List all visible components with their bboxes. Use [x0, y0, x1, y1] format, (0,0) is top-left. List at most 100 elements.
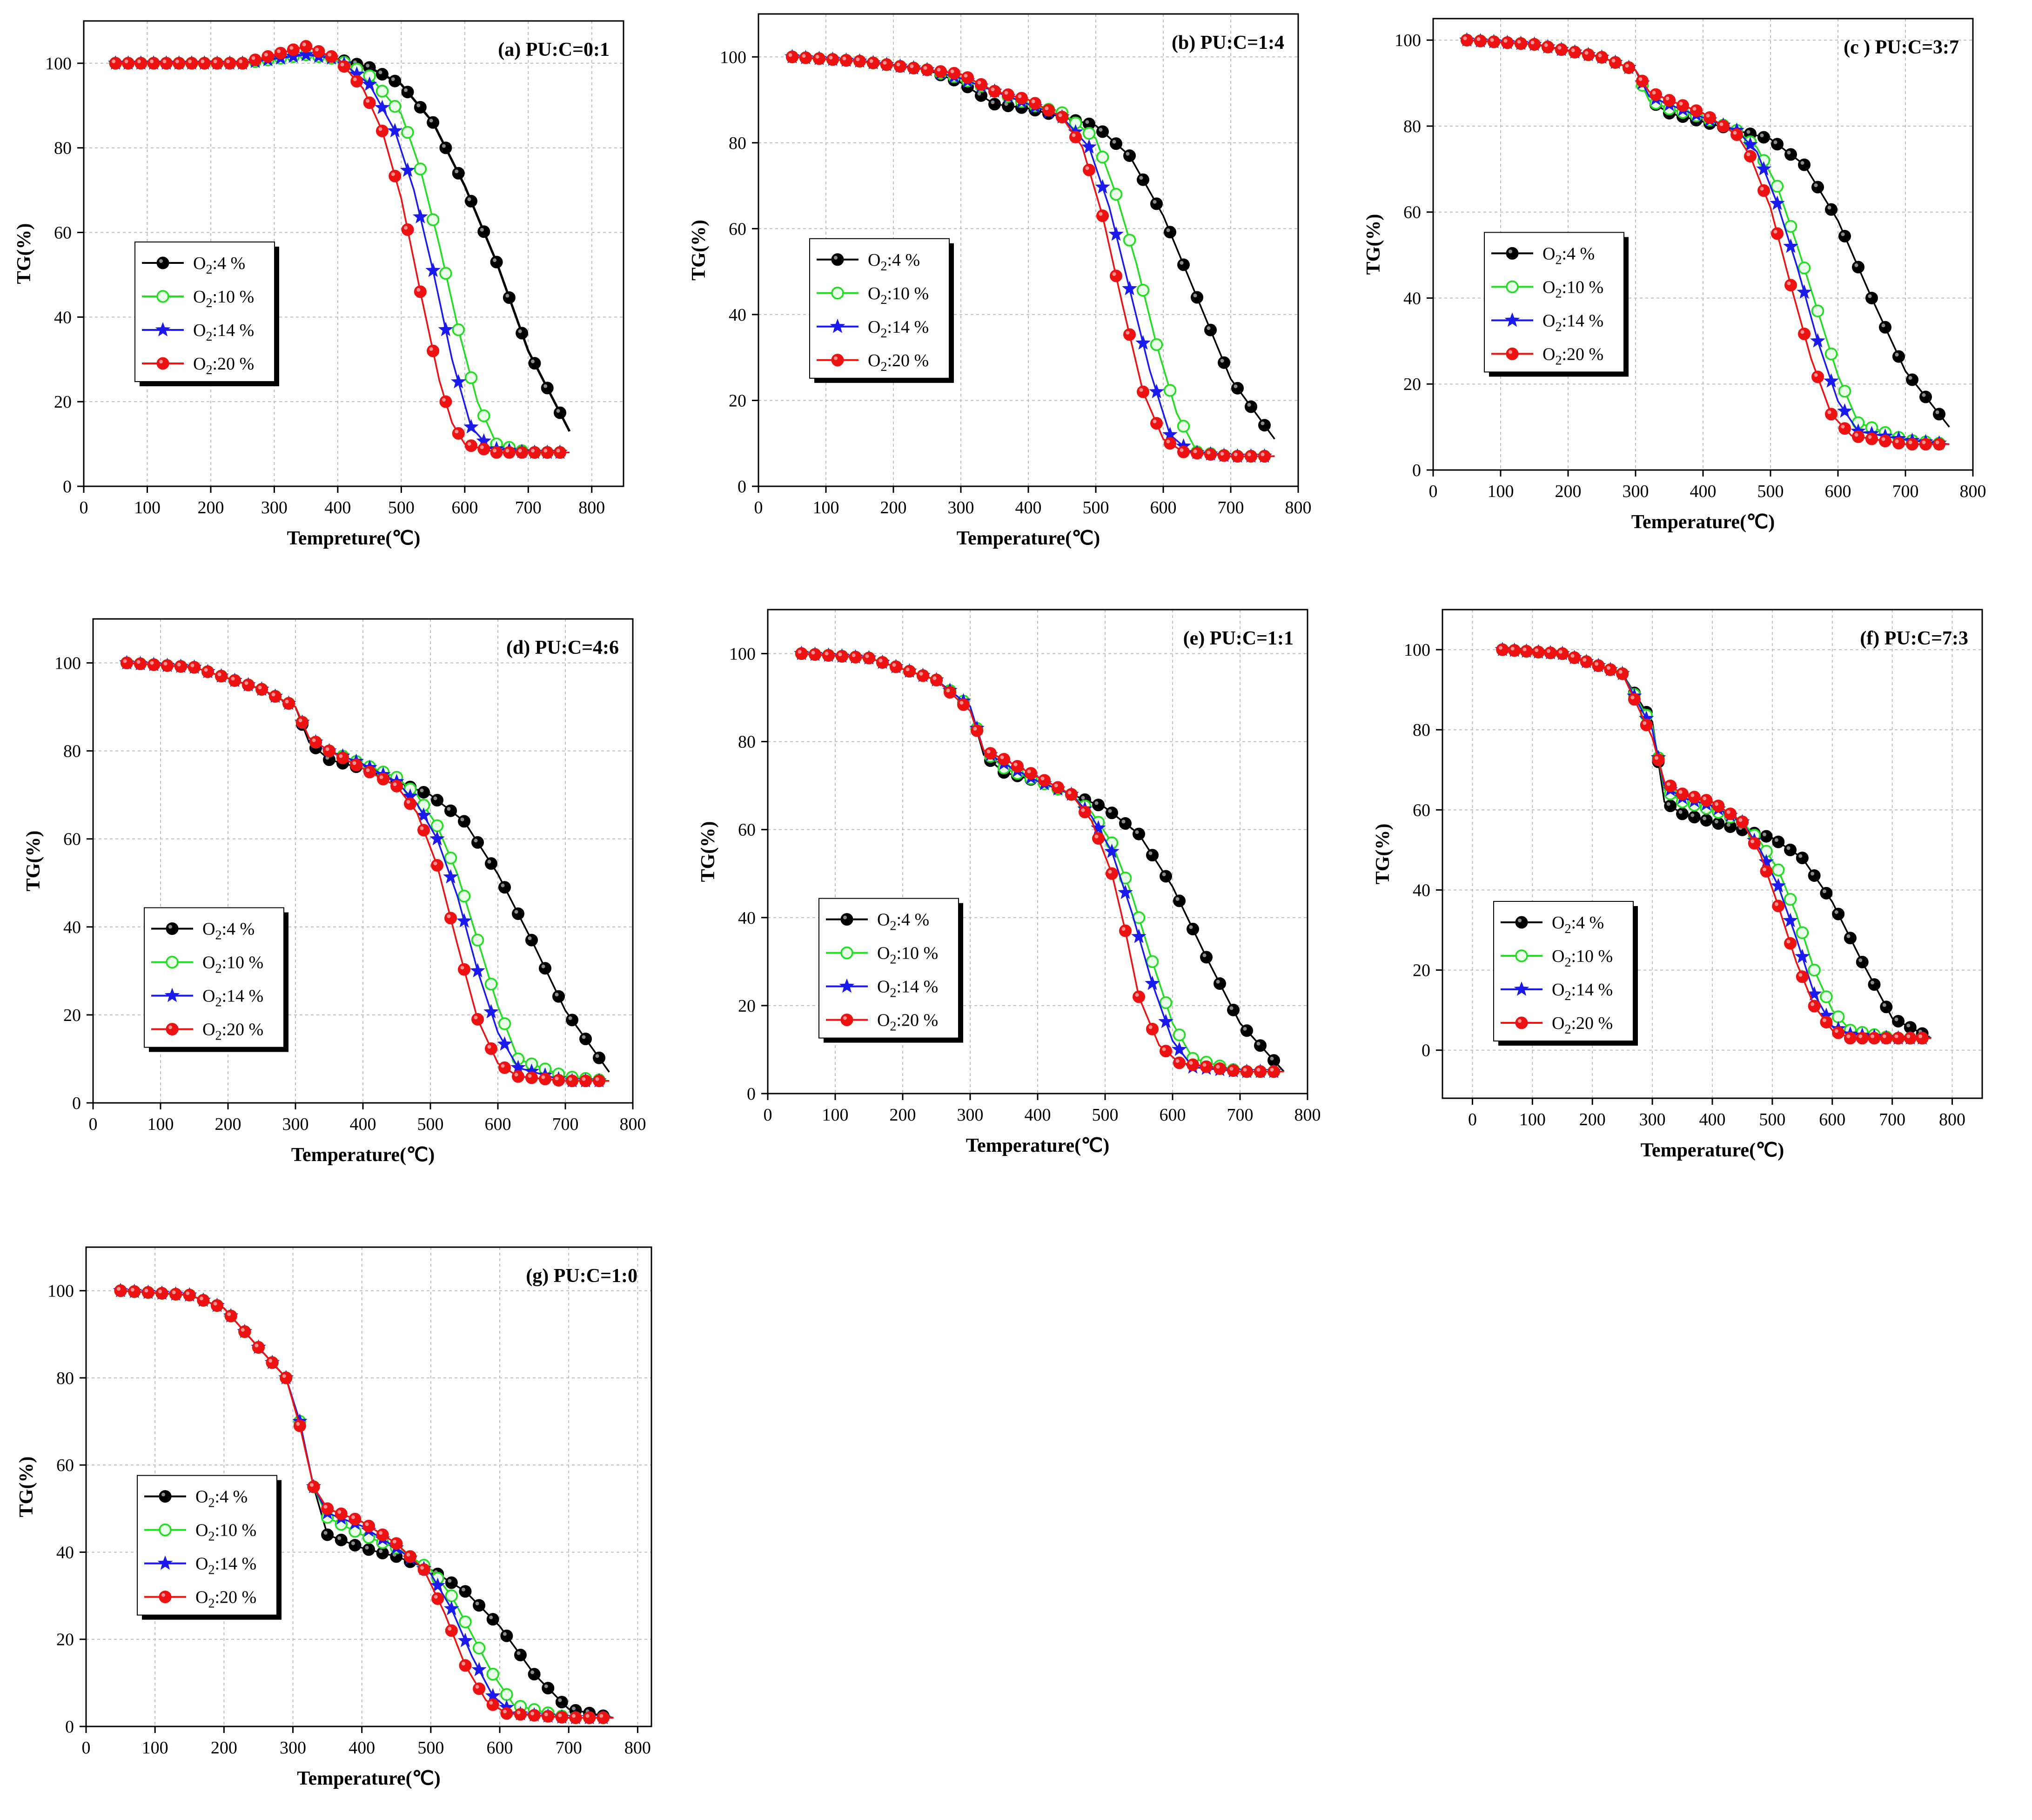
legend-marker-highlight: [159, 259, 163, 263]
data-point-highlight: [1099, 128, 1103, 132]
legend-label: O2:20 %: [868, 351, 929, 374]
x-axis-title: Temperature(℃): [966, 1135, 1109, 1156]
data-point-highlight: [1595, 662, 1599, 666]
y-tick-label: 40: [729, 305, 746, 325]
data-point: [390, 1537, 403, 1550]
data-point-highlight: [528, 936, 532, 940]
data-point-highlight: [1814, 183, 1818, 188]
data-point: [1123, 234, 1136, 247]
data-point-highlight: [351, 1541, 355, 1545]
data-point-highlight: [1175, 1059, 1180, 1063]
data-point: [1724, 807, 1737, 820]
legend-label-base: O: [877, 1011, 890, 1030]
series-4: [795, 647, 1284, 1078]
data-point: [228, 674, 241, 687]
data-point: [431, 1592, 444, 1605]
data-point: [472, 1641, 486, 1655]
data-point-highlight: [1112, 140, 1116, 144]
data-point: [1582, 48, 1595, 61]
data-point: [452, 427, 465, 440]
data-point: [458, 963, 470, 976]
data-point: [497, 1036, 512, 1051]
data-point: [1744, 150, 1757, 163]
data-point-highlight: [1922, 393, 1926, 397]
x-tick-label: 700: [515, 498, 542, 517]
data-point-highlight: [1000, 755, 1004, 759]
data-point-highlight: [1750, 839, 1755, 844]
data-point: [452, 167, 465, 180]
data-point: [1796, 852, 1809, 865]
legend-label: O2:4 %: [195, 1487, 248, 1511]
y-tick-label: 60: [729, 219, 746, 239]
legend-label: O2:4 %: [202, 920, 255, 943]
data-point-highlight: [1175, 897, 1180, 901]
x-tick-label: 200: [215, 1115, 241, 1134]
data-point-highlight: [1094, 801, 1099, 805]
data-point: [1636, 74, 1649, 87]
x-tick-label: 500: [388, 498, 415, 517]
x-tick-label: 300: [948, 498, 974, 517]
data-point: [1760, 830, 1773, 843]
x-tick-label: 800: [1285, 498, 1312, 517]
legend-label-suffix: :4 %: [896, 910, 929, 930]
legend-label-subscript: 2: [206, 296, 212, 310]
data-point: [1916, 1032, 1929, 1045]
data-point-highlight: [352, 761, 356, 765]
data-point-highlight: [1703, 816, 1707, 820]
series-4: [109, 40, 570, 459]
data-point: [1852, 430, 1864, 443]
legend-label-base: O: [1542, 344, 1555, 364]
y-tick-label: 80: [56, 1369, 74, 1388]
legend-marker: [159, 1523, 172, 1537]
legend-marker-highlight: [161, 1492, 165, 1497]
x-tick-label: 400: [324, 498, 351, 517]
legend-marker: [156, 357, 169, 370]
data-point: [128, 1285, 141, 1298]
legend-marker: [159, 1591, 172, 1604]
data-point: [1568, 651, 1581, 664]
data-point: [417, 786, 430, 799]
data-point-highlight: [1583, 658, 1587, 662]
data-point: [335, 1533, 348, 1546]
data-point-highlight: [1882, 1034, 1886, 1038]
data-point: [944, 686, 956, 699]
data-point: [443, 869, 458, 884]
data-point: [1556, 647, 1569, 660]
legend-entry: O2:20 %: [142, 354, 254, 377]
data-point: [1104, 843, 1120, 858]
data-point-highlight: [1081, 808, 1085, 812]
data-point: [1218, 356, 1230, 369]
data-point: [1797, 284, 1812, 299]
legend-marker-highlight: [161, 1593, 165, 1597]
data-point: [579, 1033, 592, 1046]
y-tick-label: 20: [63, 1006, 81, 1025]
data-point: [1092, 832, 1105, 845]
data-point: [1783, 238, 1798, 253]
data-point: [376, 1528, 389, 1541]
data-point: [1820, 886, 1833, 900]
legend-marker: [831, 287, 844, 300]
data-point: [456, 913, 472, 928]
data-point: [1676, 807, 1689, 820]
data-point-highlight: [1153, 419, 1157, 423]
legend-marker: [831, 253, 844, 266]
data-point-highlight: [420, 826, 424, 830]
data-point-highlight: [1081, 796, 1085, 800]
data-point-highlight: [1013, 762, 1018, 766]
data-point: [1119, 817, 1132, 830]
data-point-highlight: [1256, 1041, 1261, 1046]
data-point-highlight: [543, 449, 548, 453]
legend-label-subscript: 2: [1555, 320, 1562, 334]
data-point: [426, 213, 440, 227]
legend-label: O2:20 %: [1552, 1014, 1613, 1037]
data-point-highlight: [1202, 953, 1207, 957]
data-point-highlight: [986, 749, 991, 753]
legend-label-subscript: 2: [880, 326, 887, 341]
data-point-highlight: [1547, 649, 1550, 653]
data-point: [280, 1371, 293, 1384]
data-point-highlight: [1738, 818, 1743, 822]
y-tick-label: 0: [63, 477, 72, 497]
data-point: [930, 673, 943, 686]
legend-marker: [1515, 949, 1528, 962]
data-point: [431, 859, 443, 872]
